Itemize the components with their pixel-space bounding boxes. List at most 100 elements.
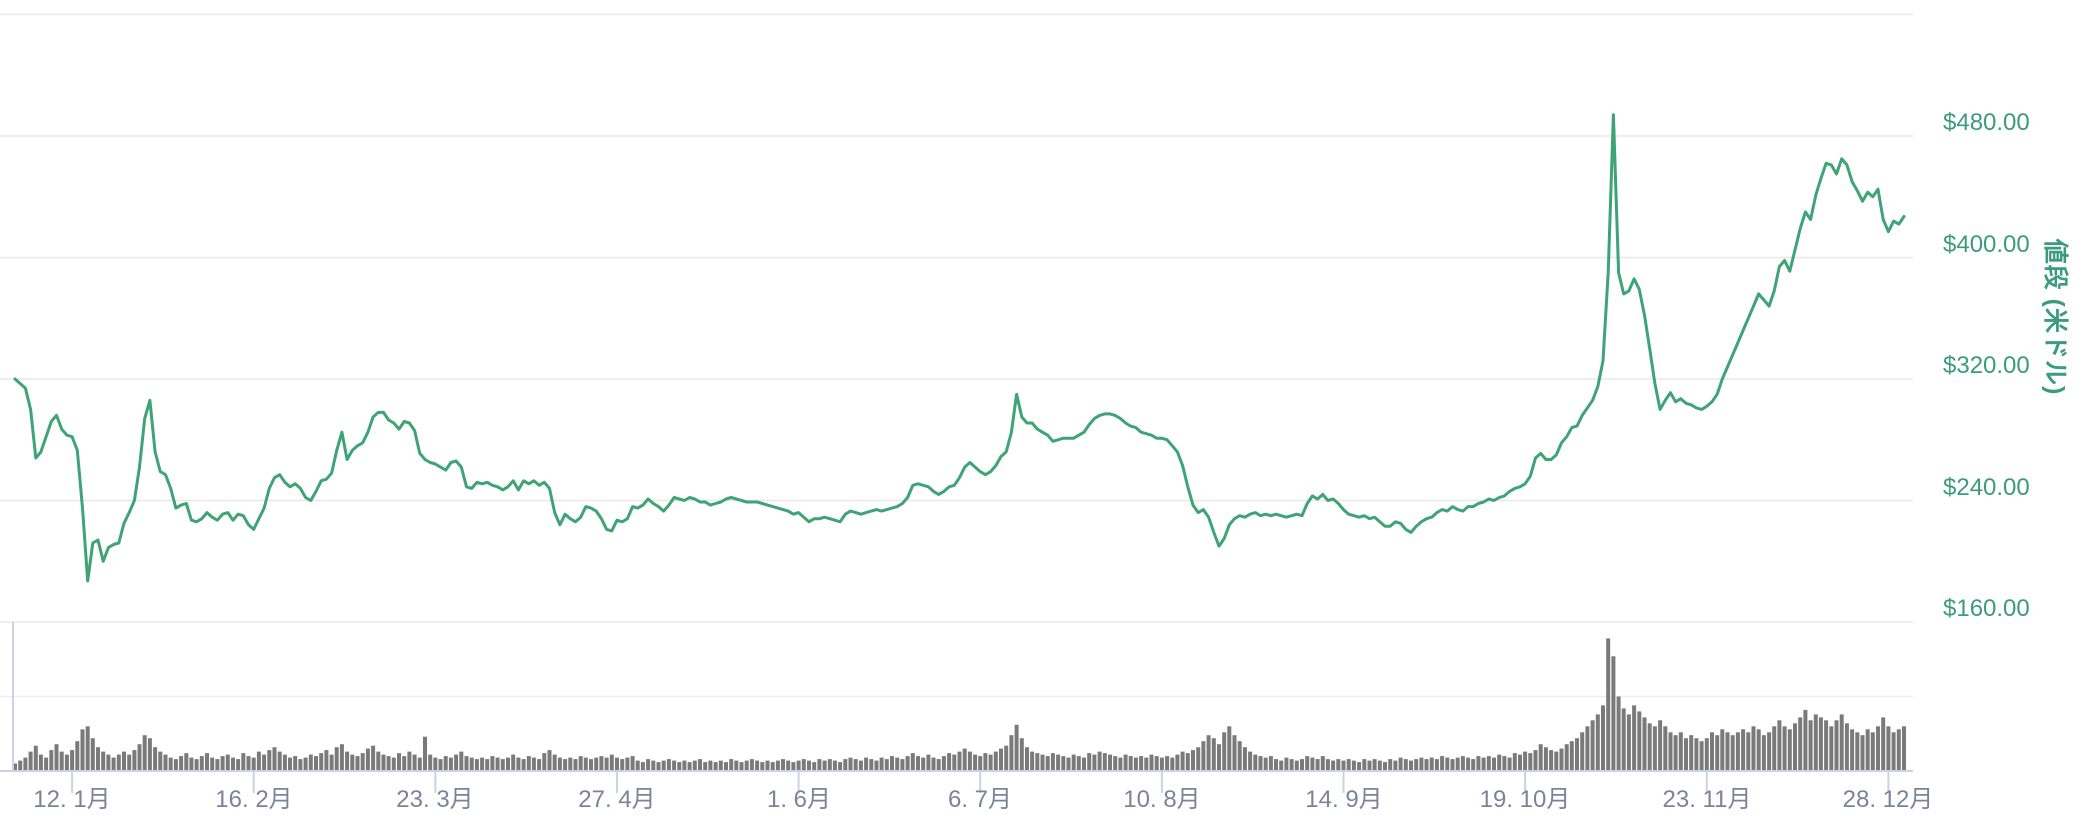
volume-bar [1237, 741, 1242, 771]
y-axis-title: 値段 (米ドル) [2041, 238, 2069, 396]
volume-bar [1424, 759, 1429, 771]
volume-bar [314, 756, 318, 771]
volume-bar [1466, 757, 1471, 771]
volume-bar [1761, 735, 1766, 771]
volume-bar [360, 753, 365, 771]
volume-bar [308, 754, 313, 771]
volume-bar [1725, 732, 1730, 771]
volume-bar [495, 757, 500, 771]
volume-bar [1445, 757, 1450, 771]
volume-bar [729, 759, 734, 771]
volume-bar [869, 759, 874, 771]
volume-bar [1538, 744, 1543, 771]
volume-bar [1331, 760, 1336, 771]
volume-bar [1585, 726, 1590, 771]
volume-bar [443, 756, 448, 771]
volume-bar [583, 757, 588, 771]
volume-bar [1289, 759, 1294, 771]
volume-bar [1108, 754, 1112, 771]
volume-bar [578, 756, 583, 771]
volume-bar [1855, 732, 1860, 771]
volume-bar [947, 753, 952, 771]
x-axis-label-feb: 16. 2月 [215, 786, 293, 813]
volume-bar [1227, 726, 1232, 771]
volume-bar [1284, 757, 1289, 771]
x-axis-label-nov: 23. 11月 [1662, 786, 1752, 813]
volume-bar [1398, 757, 1403, 771]
volume-bar [433, 757, 438, 771]
volume-bar [1902, 726, 1906, 771]
volume-bar [158, 751, 163, 771]
volume-bar [231, 757, 235, 771]
volume-bar [677, 762, 682, 771]
volume-bar [132, 750, 137, 771]
volume-bar [1025, 747, 1029, 771]
volume-bar [651, 760, 656, 771]
volume-bar [277, 751, 282, 771]
volume-bar [506, 757, 510, 771]
volume-bar [1606, 638, 1611, 771]
volume-bar [1486, 756, 1491, 771]
x-axis-label-oct: 19. 10月 [1479, 786, 1571, 813]
volume-bar [1829, 726, 1834, 771]
volume-bar [547, 750, 552, 771]
volume-bar [1523, 751, 1528, 771]
volume-bar [1512, 753, 1517, 771]
volume-bar [1860, 735, 1865, 771]
volume-bar [303, 757, 308, 771]
volume-bar [256, 751, 261, 771]
volume-bar [168, 757, 173, 771]
volume-bars [13, 638, 1906, 771]
x-axis-label-apr: 27. 4月 [578, 786, 656, 813]
volume-bar [241, 753, 246, 771]
volume-bar [1497, 754, 1502, 771]
volume-bar [557, 757, 562, 771]
volume-bar [1341, 760, 1346, 771]
volume-bar [1357, 762, 1362, 771]
x-axis-label-jan: 12. 1月 [33, 786, 111, 813]
volume-bar [822, 760, 827, 771]
volume-bar [80, 729, 85, 771]
volume-bar [1455, 757, 1460, 771]
volume-bar [910, 753, 915, 771]
volume-bar [718, 760, 723, 771]
volume-bar [1128, 756, 1133, 771]
volume-bar [542, 753, 547, 771]
volume-bar [931, 757, 936, 771]
volume-bar [625, 757, 630, 771]
volume-bar [1554, 751, 1559, 771]
volume-bar [1175, 754, 1180, 771]
volume-bar [1533, 750, 1538, 771]
volume-bar [376, 751, 381, 771]
volume-bar [1772, 726, 1777, 771]
volume-bar [205, 753, 209, 771]
volume-bar [1580, 732, 1585, 771]
volume-bar [905, 756, 910, 771]
volume-bar [1549, 750, 1554, 771]
volume-bar [371, 745, 376, 771]
volume-bar [1294, 760, 1299, 771]
volume-bar [698, 759, 702, 771]
volume-bar [620, 759, 625, 771]
volume-bar [516, 757, 521, 771]
volume-bar [817, 759, 822, 771]
volume-bar [646, 759, 651, 771]
volume-bar [96, 747, 100, 771]
volume-bar [18, 760, 23, 771]
volume-bar [1777, 720, 1782, 771]
volume-bar [661, 760, 666, 771]
volume-bar [1087, 753, 1092, 771]
volume-bar [1061, 756, 1066, 771]
volume-bar [630, 756, 635, 771]
volume-bar [1300, 759, 1304, 771]
volume-bar [1616, 696, 1621, 771]
volume-bar [770, 762, 775, 771]
volume-bar [734, 760, 739, 771]
volume-bar [1211, 738, 1216, 771]
volume-bar [1263, 757, 1268, 771]
volume-bar [324, 750, 329, 771]
volume-bar [1450, 759, 1455, 771]
volume-bar [1632, 705, 1637, 771]
volume-bar [1123, 754, 1128, 771]
